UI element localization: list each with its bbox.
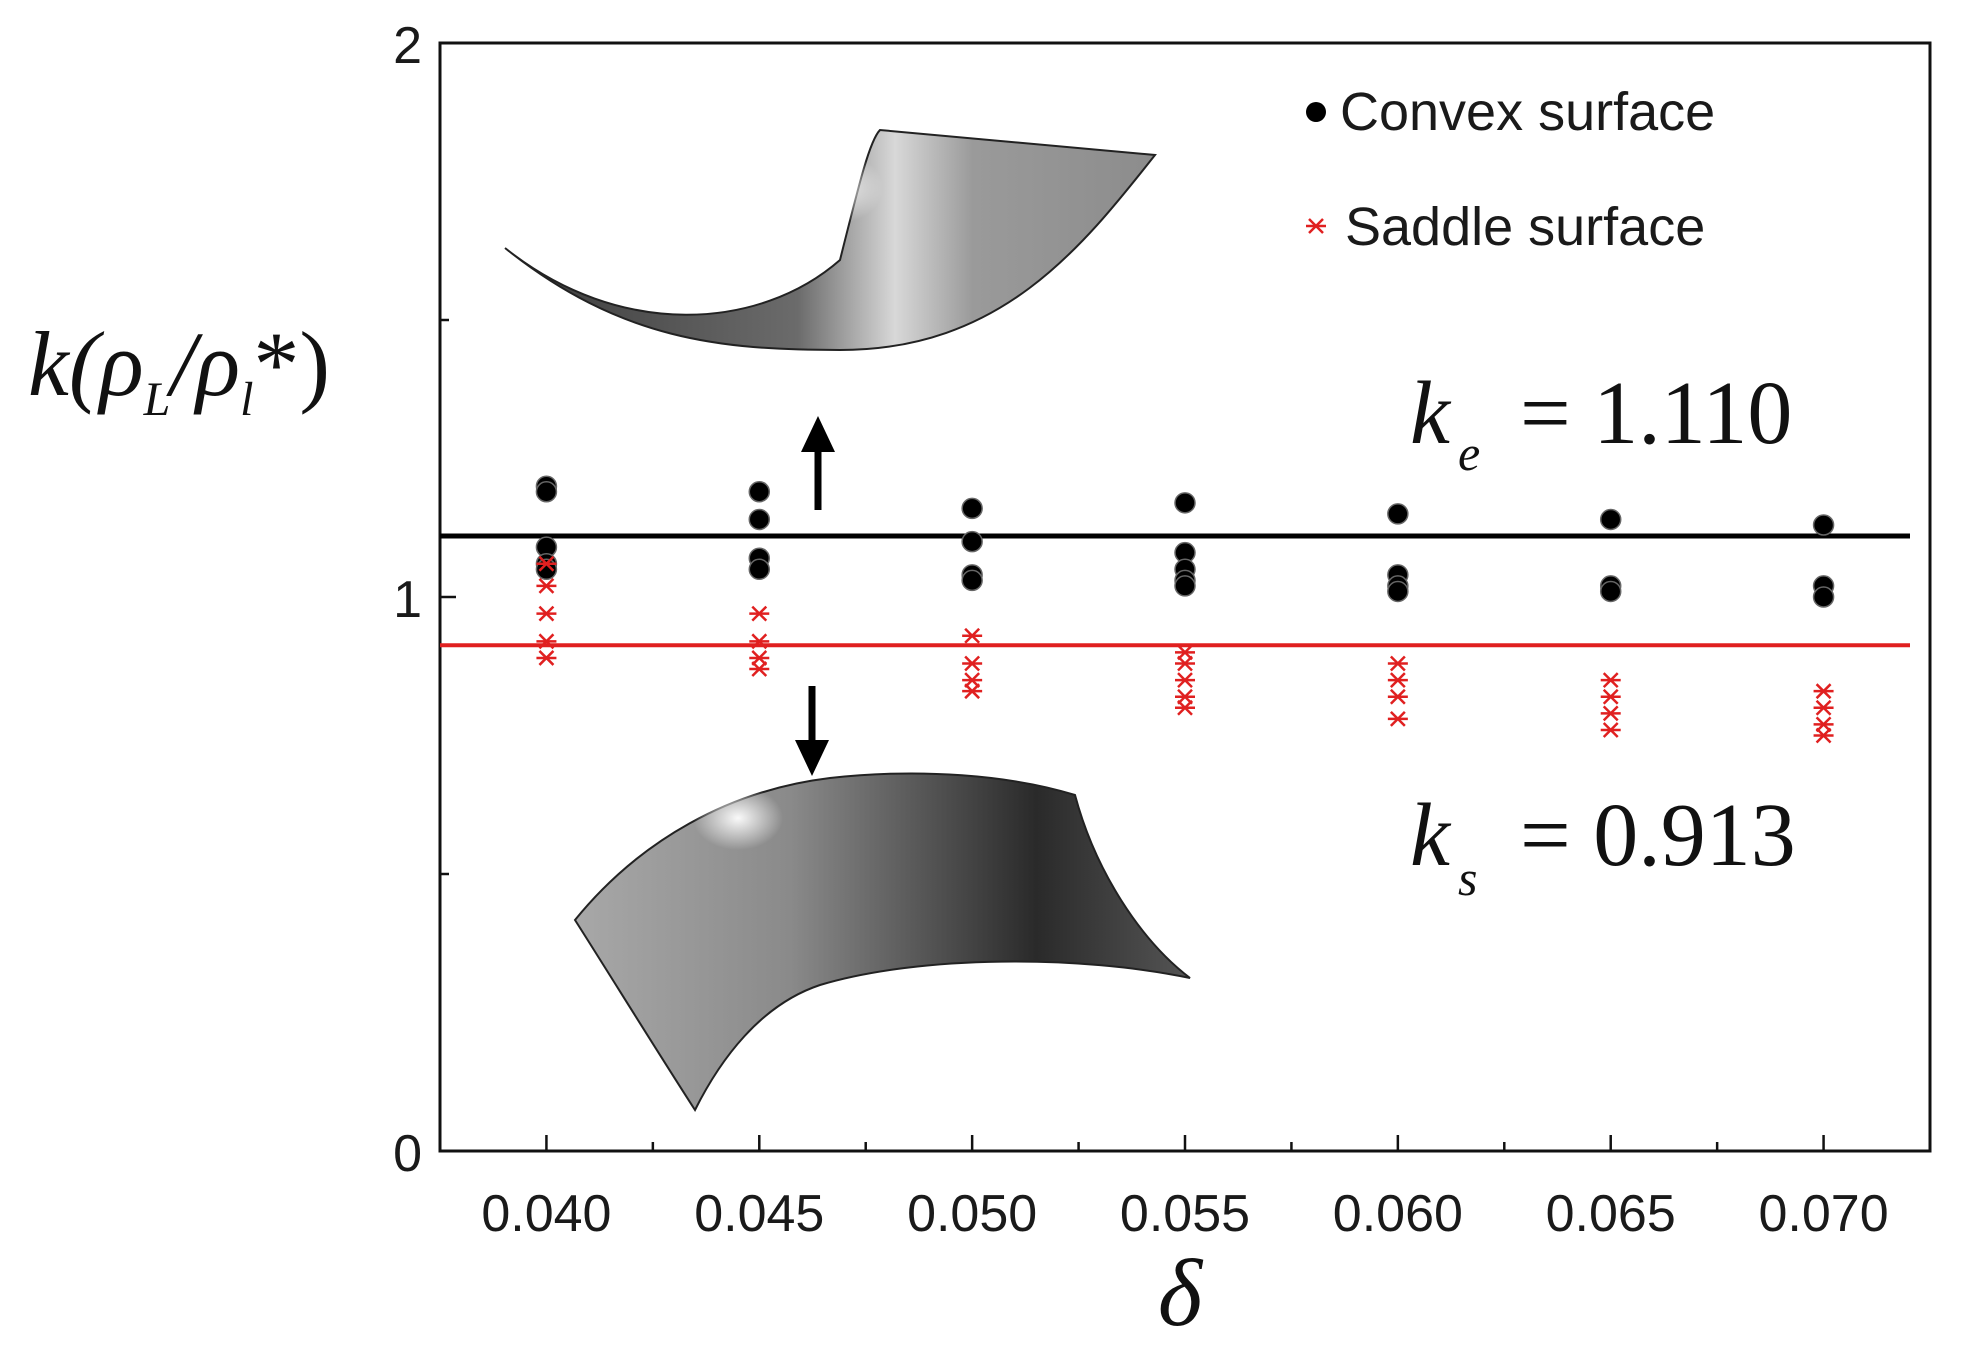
saddle-point xyxy=(1387,688,1408,705)
saddle-point xyxy=(1175,672,1195,688)
saddle-point xyxy=(749,633,770,650)
convex-point xyxy=(1174,492,1196,514)
saddle-point xyxy=(1387,655,1408,672)
convex-point xyxy=(748,508,771,531)
saddle-point xyxy=(1600,672,1621,688)
convex-point xyxy=(1812,586,1835,608)
arrow-up-icon xyxy=(801,416,835,510)
x-tick-label: 0.040 xyxy=(481,1185,611,1243)
legend: Convex surface Saddle surface xyxy=(1306,82,1715,257)
ke-annotation: k e = 1.110 xyxy=(1410,364,1792,481)
convex-point xyxy=(961,569,983,592)
legend-marker-convex xyxy=(1306,102,1326,122)
convex-point xyxy=(748,480,771,503)
saddle-point xyxy=(1813,727,1834,744)
saddle-point xyxy=(536,605,557,622)
svg-text:k(ρL/ρl*): k(ρL/ρl*) xyxy=(28,313,330,426)
series-convex-surface xyxy=(535,475,1835,608)
ke-value: = 1.110 xyxy=(1520,364,1792,463)
saddle-point xyxy=(749,605,770,622)
ks-subscript: s xyxy=(1458,850,1477,906)
saddle-point xyxy=(1387,672,1408,688)
convex-point xyxy=(748,558,771,581)
convex-point xyxy=(1812,514,1835,536)
x-axis-label: δ xyxy=(1158,1240,1204,1346)
x-axis-ticks: 0.040 0.045 0.050 0.055 0.060 0.065 0.070 xyxy=(481,1135,1889,1243)
saddle-point xyxy=(1175,655,1195,672)
ke-symbol: k xyxy=(1410,364,1452,463)
saddle-point xyxy=(536,650,557,666)
convex-point xyxy=(1174,575,1196,597)
y-label-main: k(ρ xyxy=(28,313,144,415)
saddle-point xyxy=(1175,699,1195,716)
saddle-point xyxy=(536,555,557,572)
saddle-point xyxy=(536,633,557,650)
y-axis-label: k(ρL/ρl*) xyxy=(28,313,330,426)
legend-label-convex: Convex surface xyxy=(1340,82,1715,142)
convex-point xyxy=(535,480,558,503)
y-tick-label: 2 xyxy=(393,17,422,75)
convex-point xyxy=(961,497,983,520)
ks-value: = 0.913 xyxy=(1520,786,1796,885)
legend-label-saddle: Saddle surface xyxy=(1345,197,1705,257)
saddle-point xyxy=(1813,683,1834,700)
legend-marker-saddle xyxy=(1306,218,1326,234)
x-tick-label: 0.050 xyxy=(907,1185,1037,1243)
ks-annotation: k s = 0.913 xyxy=(1410,786,1796,906)
y-label-mid: /ρ xyxy=(165,313,240,415)
convex-point xyxy=(961,530,983,553)
saddle-point xyxy=(536,578,557,594)
arrow-down-icon xyxy=(795,686,829,776)
saddle-point xyxy=(749,661,770,677)
x-tick-label: 0.060 xyxy=(1333,1185,1463,1243)
convex-point xyxy=(1599,580,1622,603)
ke-subscript: e xyxy=(1458,425,1480,481)
saddle-point xyxy=(1600,705,1621,722)
convex-point xyxy=(1599,508,1622,531)
saddle-point xyxy=(962,683,983,700)
series-saddle-surface xyxy=(536,555,1834,744)
convex-surface-image xyxy=(504,128,1157,352)
convex-point xyxy=(1387,580,1409,603)
saddle-point xyxy=(1813,699,1834,716)
x-tick-label: 0.045 xyxy=(694,1185,824,1243)
saddle-surface-image xyxy=(573,772,1191,1113)
saddle-point xyxy=(1387,710,1408,727)
x-tick-label: 0.065 xyxy=(1546,1185,1676,1243)
x-tick-label: 0.055 xyxy=(1120,1185,1250,1243)
y-label-sub1: L xyxy=(143,373,171,426)
y-label-sub2: l xyxy=(240,373,253,426)
saddle-point xyxy=(1600,722,1621,738)
saddle-point xyxy=(962,655,983,672)
saddle-point xyxy=(962,627,983,644)
y-label-tail: *) xyxy=(253,313,330,415)
convex-point xyxy=(1387,503,1409,525)
y-tick-label: 0 xyxy=(393,1125,422,1183)
x-tick-label: 0.070 xyxy=(1759,1185,1889,1243)
saddle-point xyxy=(1600,688,1621,705)
y-axis-ticks: 0 1 2 xyxy=(393,17,456,1183)
y-tick-label: 1 xyxy=(393,571,422,629)
ks-symbol: k xyxy=(1410,786,1452,885)
